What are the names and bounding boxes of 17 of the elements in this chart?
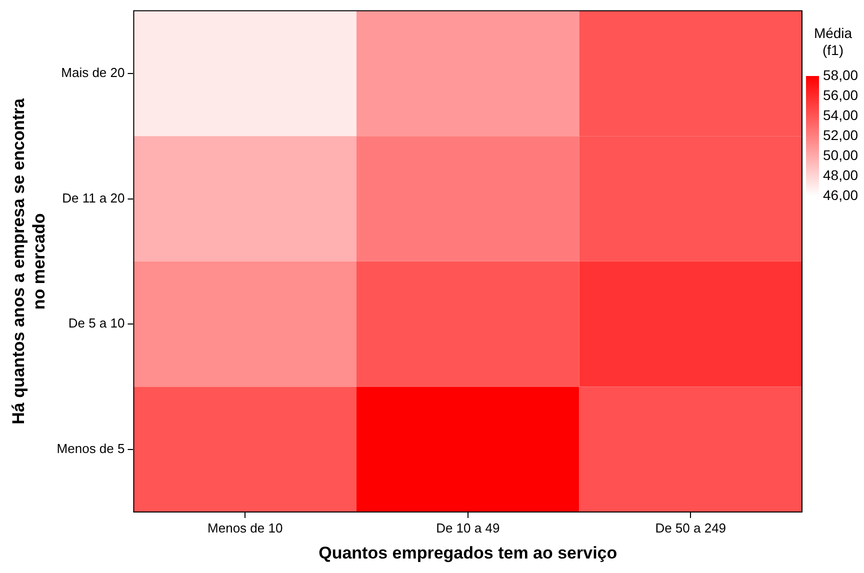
y-tick-label: De 5 a 10	[68, 316, 125, 331]
color-bar-label: 52,00	[823, 126, 858, 143]
x-tick-label: Menos de 10	[208, 520, 283, 536]
y-tick-label: De 11 a 20	[62, 190, 125, 206]
x-axis-title: Quantos empregados tem ao serviço	[318, 543, 618, 562]
color-bar-label: 48,00	[823, 166, 858, 183]
y-tick-label: Mais de 20	[61, 65, 125, 80]
x-tick-label: De 10 a 49	[436, 520, 500, 536]
color-bar-label: 58,00	[823, 66, 858, 83]
color-bar-label: 50,00	[823, 146, 858, 163]
color-bar-label: 54,00	[823, 106, 858, 123]
legend-title: Média (f1)	[814, 25, 852, 58]
x-tick-label: De 50 a 249	[655, 520, 726, 536]
color-bar-label: 46,00	[823, 186, 858, 203]
y-tick-label: Menos de 5	[56, 440, 125, 456]
color-bar-label: 56,00	[823, 86, 858, 103]
y-axis-title: Há quantos anos a empresa se encontra no mercado	[8, 98, 48, 424]
